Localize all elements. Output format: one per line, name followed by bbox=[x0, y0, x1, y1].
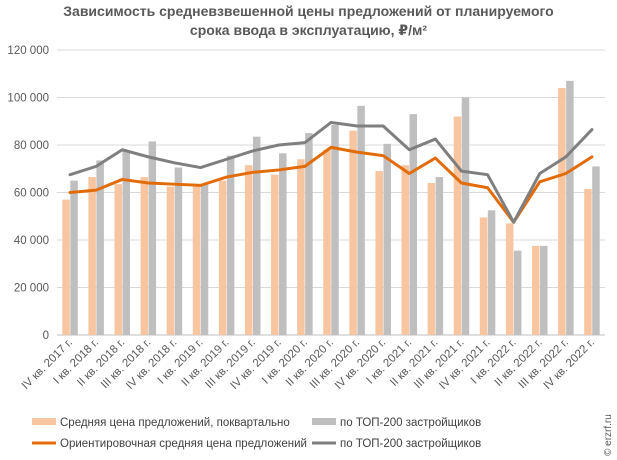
legend-label: Ориентировочная средняя цена предложений bbox=[60, 438, 307, 450]
bar-top200-price bbox=[148, 141, 157, 335]
bar-avg-price bbox=[140, 177, 149, 335]
legend-label: по ТОП-200 застройщиков bbox=[340, 417, 481, 429]
bar-top200-price bbox=[409, 114, 418, 335]
bar-avg-price bbox=[297, 159, 305, 335]
bar-top200-price bbox=[200, 184, 209, 335]
bar-avg-price bbox=[375, 171, 383, 335]
bar-top200-price bbox=[174, 167, 183, 335]
bar-top200-price bbox=[357, 105, 365, 335]
bar-avg-price bbox=[218, 180, 227, 335]
bar-avg-price bbox=[323, 149, 331, 335]
bar-top200-price bbox=[566, 80, 574, 335]
y-tick-label: 0 bbox=[43, 330, 49, 342]
bar-top200-price bbox=[435, 177, 444, 335]
bar-top200-price bbox=[513, 250, 522, 335]
legend-label: Средняя цена предложений, поквартально bbox=[60, 417, 290, 429]
bar-avg-price bbox=[532, 245, 540, 335]
legend-label: по ТОП-200 застройщиков bbox=[340, 438, 481, 450]
legend-swatch-bar bbox=[312, 418, 336, 425]
bar-avg-price bbox=[192, 186, 201, 335]
bar-top200-price bbox=[279, 153, 287, 335]
bar-top200-price bbox=[252, 136, 261, 335]
line-estimated-avg-price bbox=[68, 145, 594, 224]
bar-avg-price bbox=[166, 186, 175, 335]
y-tick-label: 40 000 bbox=[14, 235, 49, 247]
bar-avg-price bbox=[584, 188, 592, 335]
bar-top200-price bbox=[226, 155, 235, 335]
bars bbox=[62, 80, 600, 335]
bar-top200-price bbox=[305, 133, 313, 335]
bar-top200-price bbox=[540, 245, 548, 335]
bar-top200-price bbox=[487, 210, 496, 335]
legend: Средняя цена предложений, поквартально по… bbox=[32, 417, 481, 450]
bar-top200-price bbox=[70, 180, 78, 335]
chart-title: Зависимость средневзвешенной цены предло… bbox=[0, 2, 617, 40]
bar-avg-price bbox=[453, 116, 462, 335]
bar-avg-price bbox=[479, 217, 488, 335]
watermark-text: © erzrf.ru bbox=[603, 414, 614, 456]
bar-avg-price bbox=[244, 165, 253, 335]
bar-top200-price bbox=[122, 150, 130, 335]
chart-title-line-1: Зависимость средневзвешенной цены предло… bbox=[63, 3, 554, 19]
legend-swatch-bar bbox=[32, 418, 56, 425]
lines bbox=[68, 120, 594, 224]
bar-avg-price bbox=[427, 183, 436, 335]
y-tick-label: 60 000 bbox=[14, 188, 49, 200]
bar-top200-price bbox=[96, 160, 104, 335]
x-axis: IV кв. 2017 г.I кв. 2018 г.II кв. 2018 г… bbox=[20, 337, 597, 392]
y-tick-label: 80 000 bbox=[14, 140, 49, 152]
bar-avg-price bbox=[114, 184, 122, 335]
grid bbox=[57, 49, 605, 336]
line-top200-estimated bbox=[68, 120, 594, 224]
y-axis: 0 20 000 40 000 60 000 80 000 100 000 120 000 bbox=[7, 45, 49, 342]
bar-top200-price bbox=[383, 143, 391, 335]
y-tick-label: 20 000 bbox=[14, 283, 49, 295]
y-tick-label: 120 000 bbox=[7, 45, 49, 57]
bar-avg-price bbox=[401, 165, 410, 335]
bar-avg-price bbox=[505, 223, 514, 335]
bar-avg-price bbox=[349, 130, 357, 335]
bar-top200-price bbox=[331, 124, 339, 335]
bar-top200-price bbox=[592, 166, 600, 335]
bar-avg-price bbox=[62, 199, 70, 335]
bar-avg-price bbox=[88, 177, 96, 335]
chart-title-line-2: срока ввода в эксплуатацию, ₽/м² bbox=[189, 22, 428, 38]
bar-avg-price bbox=[271, 174, 279, 335]
bar-top200-price bbox=[461, 97, 470, 335]
bar-avg-price bbox=[558, 88, 566, 335]
y-tick-label: 100 000 bbox=[7, 93, 49, 105]
